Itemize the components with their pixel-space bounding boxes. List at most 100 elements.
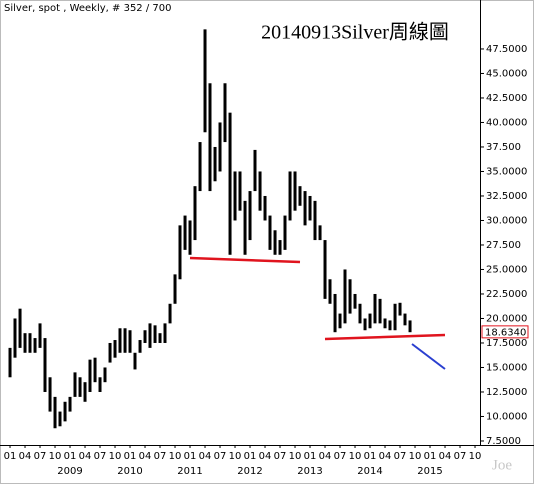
- price-bar: [153, 325, 157, 343]
- y-tick-label: 35.0000: [486, 166, 527, 177]
- y-tick-label: 30.0000: [486, 215, 527, 226]
- x-tick-label: 04: [139, 451, 152, 462]
- y-tick-label: 15.0000: [486, 362, 527, 373]
- y-tick-label: 42.5000: [486, 93, 527, 104]
- price-bar: [298, 186, 302, 206]
- x-tick-label: 04: [319, 451, 332, 462]
- price-bar: [193, 186, 197, 241]
- price-bar: [53, 396, 57, 429]
- price-bar: [278, 240, 282, 255]
- x-tick-label: 07: [454, 451, 467, 462]
- price-bar: [68, 396, 72, 412]
- price-bar: [403, 313, 407, 326]
- price-bar: [288, 171, 292, 221]
- price-bar: [198, 142, 202, 192]
- price-bar: [128, 330, 132, 353]
- year-label: 2012: [237, 466, 262, 477]
- y-tick-label: 25.0000: [486, 264, 527, 275]
- year-label: 2013: [297, 466, 322, 477]
- x-tick-label: 10: [289, 451, 302, 462]
- price-bar: [368, 313, 372, 329]
- price-bar: [253, 149, 257, 192]
- y-tick-label: 22.5000: [486, 289, 527, 300]
- x-tick-label: 01: [184, 451, 197, 462]
- price-bar: [108, 342, 112, 363]
- price-bar: [28, 333, 32, 353]
- x-tick-label: 04: [19, 451, 32, 462]
- price-bar: [143, 330, 147, 343]
- price-bar: [338, 313, 342, 329]
- y-tick-label: 45.0000: [486, 68, 527, 79]
- y-tick-label: 20.0000: [486, 313, 527, 324]
- x-tick-label: 01: [64, 451, 77, 462]
- price-bar: [318, 225, 322, 241]
- price-bar: [168, 303, 172, 324]
- year-label: 2009: [57, 466, 82, 477]
- price-bar: [18, 308, 22, 348]
- x-tick-label: 04: [79, 451, 92, 462]
- price-bar: [283, 215, 287, 250]
- price-bar: [158, 333, 162, 343]
- price-bar: [268, 215, 272, 250]
- price-bar: [408, 320, 412, 333]
- x-tick-label: 07: [334, 451, 347, 462]
- price-bar: [223, 83, 227, 143]
- price-bar: [93, 357, 97, 383]
- price-bar: [328, 279, 332, 304]
- price-bar: [48, 377, 52, 412]
- x-tick-label: 07: [94, 451, 107, 462]
- price-bar: [78, 377, 82, 397]
- price-bar: [343, 269, 347, 324]
- price-bar: [393, 303, 397, 331]
- x-tick-label: 10: [169, 451, 182, 462]
- y-tick-label: 32.5000: [486, 191, 527, 202]
- price-bar: [83, 382, 87, 402]
- price-bar: [398, 302, 402, 316]
- year-label: 2014: [357, 466, 382, 477]
- year-label: 2015: [417, 466, 442, 477]
- x-tick-label: 10: [109, 451, 122, 462]
- price-bar: [173, 274, 177, 304]
- x-tick-label: 07: [154, 451, 167, 462]
- price-bar: [88, 359, 92, 392]
- year-label: 2011: [177, 466, 202, 477]
- x-tick-label: 04: [199, 451, 212, 462]
- price-bar: [133, 352, 137, 370]
- price-bar: [348, 279, 352, 314]
- price-bar: [208, 83, 212, 192]
- trend-line: [411, 343, 446, 370]
- price-bar: [33, 338, 37, 353]
- y-tick-label: 40.0000: [486, 117, 527, 128]
- price-bar: [58, 411, 62, 427]
- price-bar: [388, 320, 392, 331]
- price-bar: [13, 318, 17, 358]
- x-tick-label: 07: [214, 451, 227, 462]
- price-bar: [273, 230, 277, 255]
- price-bar: [383, 318, 387, 329]
- x-tick-label: 01: [304, 451, 317, 462]
- y-tick-label: 37.500: [486, 142, 521, 153]
- price-bar: [43, 338, 47, 392]
- price-bar: [178, 225, 182, 280]
- price-bar: [323, 240, 327, 299]
- x-tick-label: 04: [379, 451, 392, 462]
- price-bar: [103, 367, 107, 383]
- price-bar: [308, 195, 312, 221]
- price-bar: [8, 347, 12, 378]
- chart-header: Silver, spot , Weekly, # 352 / 700: [4, 3, 172, 14]
- year-label: 2010: [117, 466, 142, 477]
- support-line: [189, 256, 301, 264]
- y-tick-label: 17.5000: [486, 338, 527, 349]
- price-bar: [203, 29, 207, 133]
- x-tick-label: 10: [349, 451, 362, 462]
- price-bar: [73, 372, 77, 397]
- x-tick-label: 07: [34, 451, 47, 462]
- price-bar: [228, 112, 232, 255]
- y-tick-label: 10.0000: [486, 411, 527, 422]
- price-bar: [353, 293, 357, 309]
- x-tick-label: 01: [4, 451, 17, 462]
- x-tick-label: 07: [274, 451, 287, 462]
- price-bar: [118, 328, 122, 353]
- support-line: [324, 333, 446, 341]
